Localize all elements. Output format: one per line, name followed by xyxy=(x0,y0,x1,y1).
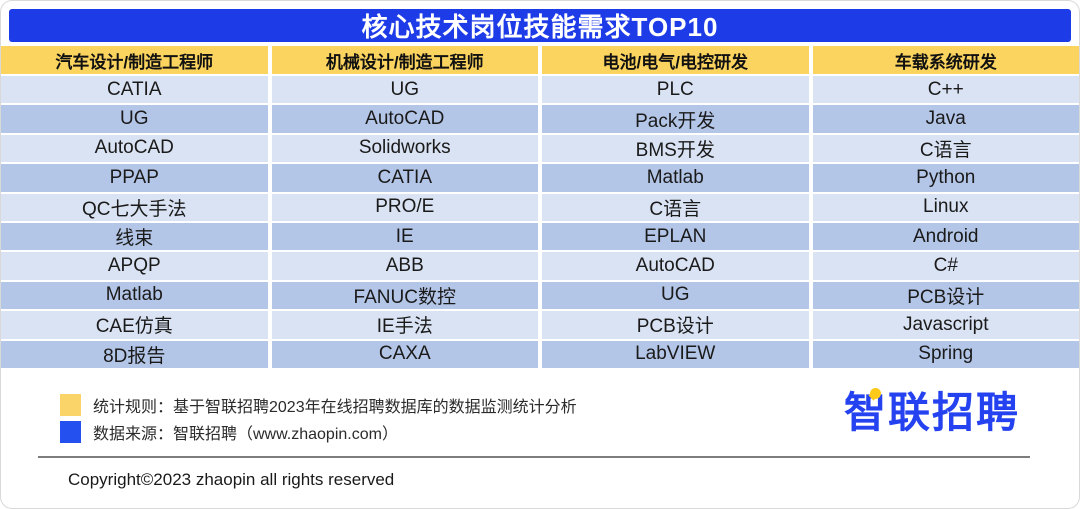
skill-cell: Pack开发 xyxy=(542,105,809,133)
column-header-mech-design: 机械设计/制造工程师 xyxy=(271,46,538,74)
yellow-legend-swatch xyxy=(60,394,81,416)
skill-cell: Linux xyxy=(812,193,1079,221)
skill-cell: C语言 xyxy=(542,193,809,221)
skill-cell: CAXA xyxy=(271,340,538,368)
skill-cell: 8D报告 xyxy=(1,340,268,368)
skill-cell: Javascript xyxy=(812,311,1079,339)
skill-cell: EPLAN xyxy=(542,222,809,251)
skill-cell: LabVIEW xyxy=(542,340,809,368)
skill-cell: UG xyxy=(1,105,268,133)
skill-cell: PCB设计 xyxy=(542,311,809,339)
blue-legend-swatch xyxy=(60,421,81,443)
skill-cell: FANUC数控 xyxy=(271,281,538,310)
skill-cell: QC七大手法 xyxy=(1,193,268,221)
location-pin-icon xyxy=(870,388,881,399)
zhaopin-logo: 智联招聘 xyxy=(844,388,1020,436)
column-header-battery-rd: 电池/电气/电控研发 xyxy=(542,46,809,74)
column-header-vehicle-sys: 车载系统研发 xyxy=(812,46,1079,74)
skill-cell: AutoCAD xyxy=(1,134,268,163)
skill-cell: C++ xyxy=(812,76,1079,104)
page-title: 核心技术岗位技能需求TOP10 xyxy=(9,9,1071,42)
skill-cell: AutoCAD xyxy=(542,252,809,280)
footer-divider xyxy=(38,456,1030,458)
footnote-text: 统计规则：基于智联招聘2023年在线招聘数据库的数据监测统计分析 xyxy=(93,399,577,416)
footnote-text: 数据来源：智联招聘（www.zhaopin.com） xyxy=(93,426,398,443)
footnote-data-source: 数据来源：智联招聘（www.zhaopin.com） xyxy=(60,420,398,444)
skill-cell: APQP xyxy=(1,252,268,280)
skill-cell: Python xyxy=(812,164,1079,192)
skill-cell: PRO/E xyxy=(271,193,538,221)
skill-cell: PLC xyxy=(542,76,809,104)
skill-cell: IE手法 xyxy=(271,311,538,339)
skill-cell: PCB设计 xyxy=(812,281,1079,310)
skill-cell: C语言 xyxy=(812,134,1079,163)
skill-cell: BMS开发 xyxy=(542,134,809,163)
footnote-statistics-rule: 统计规则：基于智联招聘2023年在线招聘数据库的数据监测统计分析 xyxy=(60,393,577,417)
skill-cell: Solidworks xyxy=(271,134,538,163)
skills-table: 汽车设计/制造工程师 机械设计/制造工程师 电池/电气/电控研发 车载系统研发 … xyxy=(1,46,1079,368)
skill-cell: Java xyxy=(812,105,1079,133)
skill-cell: Matlab xyxy=(1,281,268,310)
skill-cell: Android xyxy=(812,222,1079,251)
skill-cell: Matlab xyxy=(542,164,809,192)
skill-cell: Spring xyxy=(812,340,1079,368)
skill-cell: UG xyxy=(271,76,538,104)
skill-cell: IE xyxy=(271,222,538,251)
skill-cell: CATIA xyxy=(1,76,268,104)
skill-cell: ABB xyxy=(271,252,538,280)
skill-cell: AutoCAD xyxy=(271,105,538,133)
column-header-auto-design: 汽车设计/制造工程师 xyxy=(1,46,268,74)
skill-cell: PPAP xyxy=(1,164,268,192)
skill-cell: 线束 xyxy=(1,222,268,251)
skill-cell: UG xyxy=(542,281,809,310)
skill-cell: CATIA xyxy=(271,164,538,192)
copyright-text: Copyright©2023 zhaopin all rights reserv… xyxy=(68,470,395,489)
skill-cell: CAE仿真 xyxy=(1,311,268,339)
skill-cell: C# xyxy=(812,252,1079,280)
